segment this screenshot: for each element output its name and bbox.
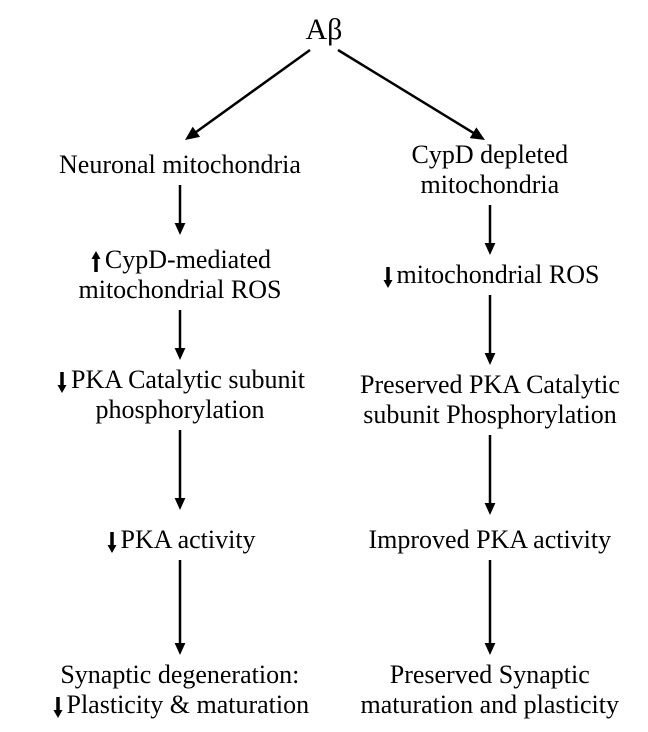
edge-1	[318, 30, 505, 160]
node-r5-line1: maturation and plasticity	[361, 690, 620, 720]
edge-3	[160, 290, 200, 380]
edge-7	[470, 275, 510, 385]
edge-2	[160, 165, 200, 255]
edge-0	[165, 30, 330, 160]
edge-8	[470, 415, 510, 535]
edge-9	[470, 540, 510, 675]
edge-5	[160, 540, 200, 675]
edge-6	[470, 185, 510, 275]
edge-4	[160, 410, 200, 530]
node-l5-line2: Plasticity & maturation	[51, 690, 310, 720]
flowchart-canvas: AβNeuronal mitochondria CypD-mediatedmit…	[0, 0, 648, 732]
